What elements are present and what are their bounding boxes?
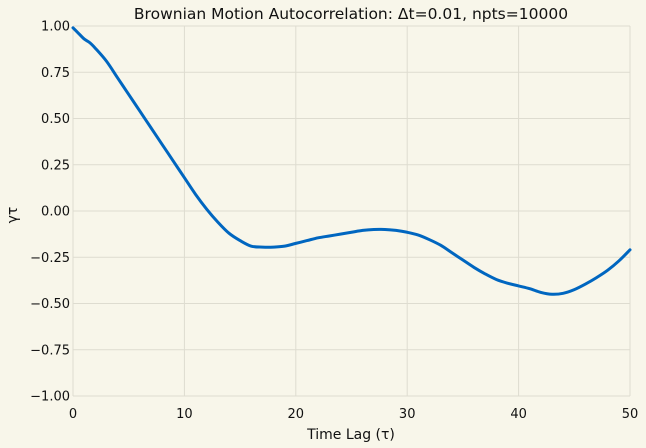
x-tick-label: 10 xyxy=(176,407,193,422)
x-tick-label: 30 xyxy=(399,407,416,422)
y-axis-label: γτ xyxy=(5,207,21,224)
x-tick-label: 0 xyxy=(69,407,77,422)
y-tick-label: −0.50 xyxy=(30,297,70,312)
chart-title: Brownian Motion Autocorrelation: Δt=0.01… xyxy=(134,5,568,23)
grid-layer xyxy=(72,25,631,397)
y-tick-label: −0.75 xyxy=(30,343,70,358)
x-axis-label: Time Lag (τ) xyxy=(306,427,395,443)
autocorrelation-line xyxy=(71,26,632,296)
series-layer xyxy=(71,26,632,296)
y-tick-label: 0.75 xyxy=(41,66,70,81)
x-tick-label: 50 xyxy=(622,407,639,422)
y-tick-labels: 1.00 0.75 0.50 0.25 0.00 −0.25 −0.50 −0.75 −1.00 xyxy=(30,20,70,405)
x-tick-labels: 0 10 20 30 40 50 xyxy=(69,407,638,422)
y-tick-label: −1.00 xyxy=(30,390,70,405)
y-tick-label: −0.25 xyxy=(30,251,70,266)
y-tick-label: 1.00 xyxy=(41,20,70,35)
x-tick-label: 40 xyxy=(510,407,527,422)
y-tick-label: 0.25 xyxy=(41,158,70,173)
y-tick-label: 0.50 xyxy=(41,112,70,127)
y-tick-label: 0.00 xyxy=(41,205,70,220)
x-tick-label: 20 xyxy=(288,407,305,422)
